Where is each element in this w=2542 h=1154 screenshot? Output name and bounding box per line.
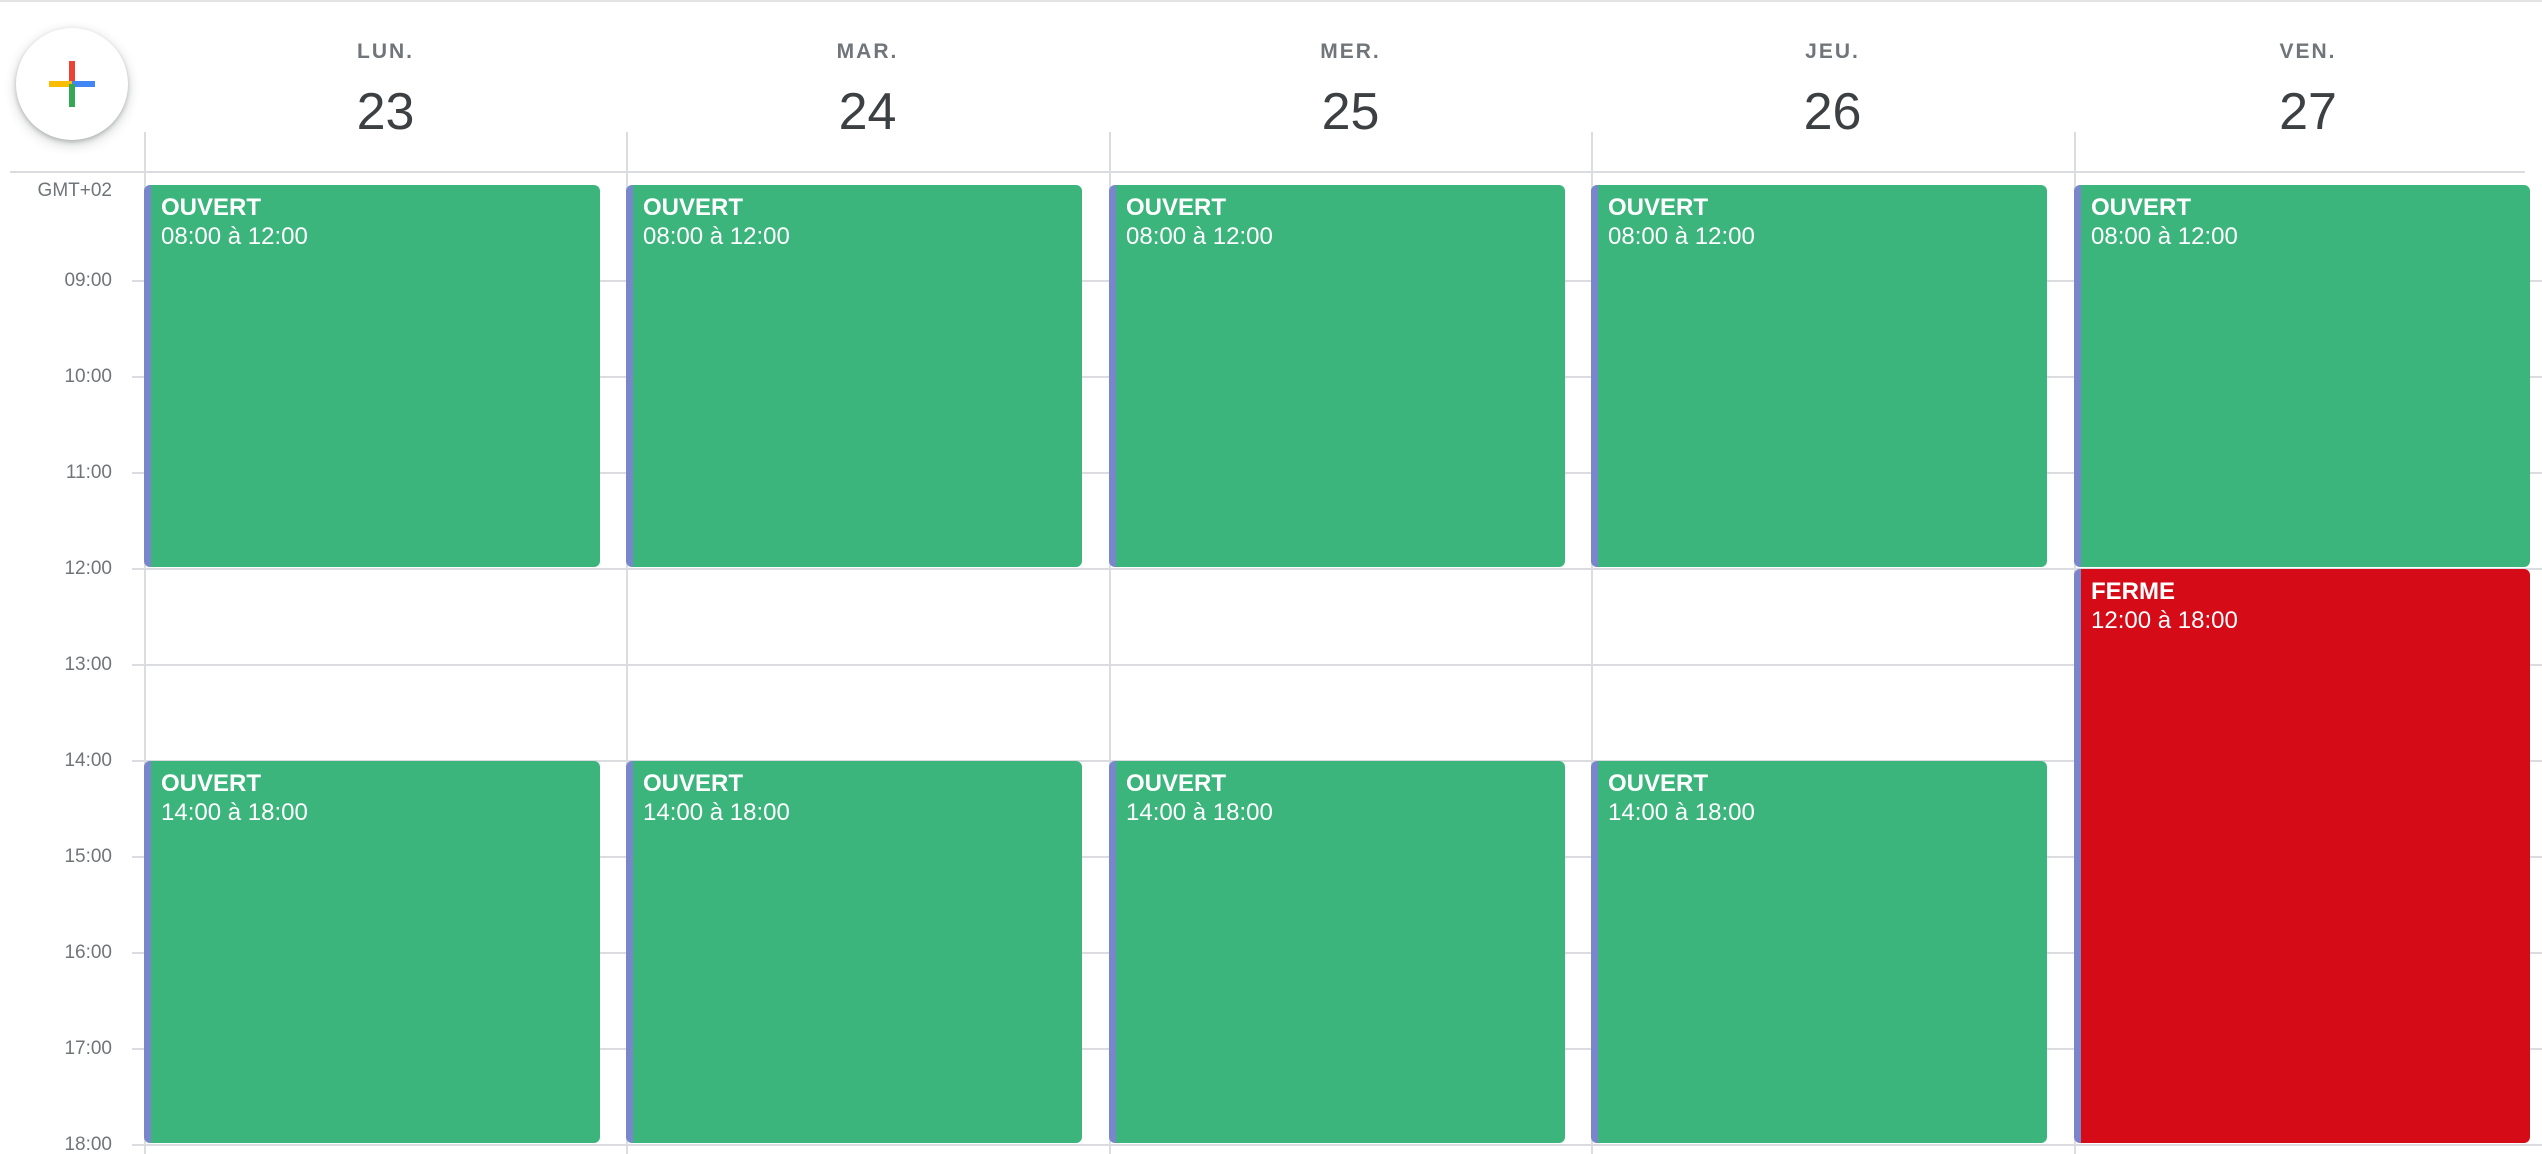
event-title: OUVERT	[643, 770, 744, 797]
day-column-divider	[1591, 132, 1593, 1154]
event-time: 08:00 à 12:00	[1126, 223, 1273, 250]
hour-label: 12:00	[64, 558, 112, 579]
hour-gridline	[132, 664, 2542, 666]
event-time: 14:00 à 18:00	[161, 799, 308, 826]
day-number[interactable]: 25	[1321, 83, 1380, 141]
event-title: OUVERT	[161, 770, 262, 797]
event-title: OUVERT	[161, 194, 262, 221]
day-number[interactable]: 27	[2279, 83, 2337, 141]
create-button[interactable]	[16, 28, 128, 140]
day-column-divider	[626, 132, 628, 1154]
hour-label: 09:00	[64, 270, 112, 291]
event-time: 14:00 à 18:00	[1608, 799, 1755, 826]
event-open[interactable]: OUVERT 08:00 à 12:00	[144, 185, 600, 567]
day-column-divider	[1109, 132, 1111, 1154]
day-header[interactable]: MAR. 24	[626, 2, 1109, 172]
event-open[interactable]: OUVERT 08:00 à 12:00	[1591, 185, 2047, 567]
hour-label: 11:00	[65, 462, 112, 483]
hour-label: 18:00	[64, 1134, 112, 1154]
hour-label: 13:00	[64, 654, 112, 675]
hour-label: 10:00	[64, 366, 112, 387]
day-number[interactable]: 23	[356, 83, 415, 141]
event-open[interactable]: OUVERT 14:00 à 18:00	[1591, 761, 2047, 1143]
event-time: 14:00 à 18:00	[1126, 799, 1273, 826]
day-number[interactable]: 24	[838, 83, 897, 141]
plus-icon	[49, 61, 95, 107]
day-header[interactable]: LUN. 23	[144, 2, 627, 172]
event-time: 08:00 à 12:00	[2091, 223, 2238, 250]
event-title: FERME	[2091, 578, 2175, 605]
event-title: OUVERT	[643, 194, 744, 221]
hour-label: 17:00	[64, 1038, 112, 1059]
day-header[interactable]: VEN. 27	[2074, 2, 2542, 172]
day-abbr: JEU.	[1805, 40, 1860, 63]
hour-gridline	[132, 1144, 2542, 1146]
event-title: OUVERT	[1126, 770, 1227, 797]
day-abbr: MAR.	[836, 40, 899, 63]
event-time: 08:00 à 12:00	[643, 223, 790, 250]
hour-label: 16:00	[64, 942, 112, 963]
event-title: OUVERT	[1608, 194, 1709, 221]
event-open[interactable]: OUVERT 08:00 à 12:00	[626, 185, 1082, 567]
hour-label: 14:00	[64, 750, 112, 771]
event-title: OUVERT	[1608, 770, 1709, 797]
day-column-divider	[144, 132, 146, 1154]
event-open[interactable]: OUVERT 14:00 à 18:00	[144, 761, 600, 1143]
event-open[interactable]: OUVERT 08:00 à 12:00	[1109, 185, 1565, 567]
day-abbr: MER.	[1320, 40, 1381, 63]
event-time: 08:00 à 12:00	[161, 223, 308, 250]
day-abbr: VEN.	[2279, 40, 2337, 63]
event-open[interactable]: OUVERT 14:00 à 18:00	[626, 761, 1082, 1143]
event-open[interactable]: OUVERT 14:00 à 18:00	[1109, 761, 1565, 1143]
event-open[interactable]: OUVERT 08:00 à 12:00	[2074, 185, 2530, 567]
event-time: 14:00 à 18:00	[643, 799, 790, 826]
timezone-label: GMT+02	[37, 180, 112, 201]
day-header[interactable]: MER. 25	[1109, 2, 1592, 172]
event-title: OUVERT	[2091, 194, 2192, 221]
event-closed[interactable]: FERME 12:00 à 18:00	[2074, 569, 2530, 1143]
hour-gridline	[132, 568, 2542, 570]
event-title: OUVERT	[1126, 194, 1227, 221]
hour-label: 15:00	[64, 846, 112, 867]
header-divider	[10, 171, 2525, 173]
event-time: 08:00 à 12:00	[1608, 223, 1755, 250]
day-header[interactable]: JEU. 26	[1591, 2, 2074, 172]
event-time: 12:00 à 18:00	[2091, 607, 2238, 634]
day-number[interactable]: 26	[1803, 83, 1862, 141]
day-abbr: LUN.	[357, 40, 414, 63]
